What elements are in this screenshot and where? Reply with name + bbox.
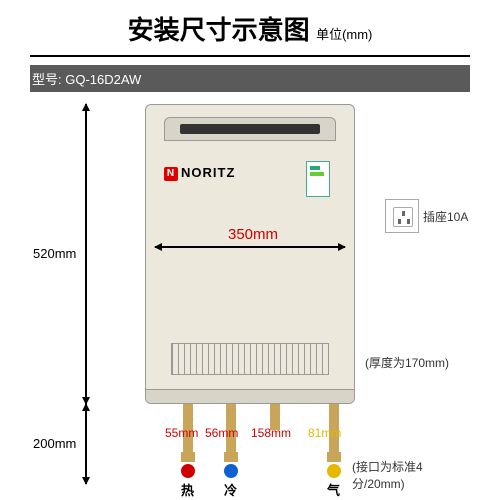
port-label-热: 热 [181, 480, 194, 499]
power-outlet-icon [385, 199, 419, 233]
port-circle-气 [327, 464, 341, 478]
brand-mark-icon: N [164, 167, 178, 181]
brand-text: NORITZ [181, 165, 235, 180]
dim-width-label: 350mm [228, 226, 278, 243]
spacing-label: 55mm [165, 426, 198, 440]
dim-clearance-label: 200mm [33, 436, 76, 451]
port-note: (接口为标准4分/20mm) [352, 458, 470, 492]
spacing-label: 81mm [308, 426, 341, 440]
dim-height-label: 520mm [33, 246, 76, 261]
dim-width [155, 246, 345, 248]
energy-label-icon [306, 161, 330, 197]
port-circle-热 [181, 464, 195, 478]
pipe-cap [224, 452, 238, 462]
port-label-冷: 冷 [224, 480, 237, 499]
spacing-label: 56mm [205, 426, 238, 440]
dim-height [85, 104, 87, 404]
depth-note: (厚度为170mm) [365, 354, 449, 371]
title-underline [30, 55, 470, 57]
spacing-label: 158mm [251, 426, 291, 440]
pipe-cap [327, 452, 341, 462]
model-bar: 型号: GQ-16D2AW [30, 65, 470, 92]
main-title: 安装尺寸示意图 [128, 15, 310, 45]
unit-label: 单位(mm) [316, 27, 372, 42]
port-circle-冷 [224, 464, 238, 478]
dim-clearance [85, 404, 87, 484]
port-label-气: 气 [327, 480, 340, 499]
outlet-label: 插座10A [423, 208, 468, 225]
brand-logo: NNORITZ [164, 165, 235, 181]
bottom-plate [146, 389, 354, 403]
pipe-cap [181, 452, 195, 462]
top-vent [164, 117, 336, 141]
diagram-area: 520mm 200mm NNORITZ 350mm 插座10A (厚度为170m… [30, 96, 470, 490]
air-grille [171, 343, 329, 375]
model-number: GQ-16D2AW [65, 72, 141, 87]
model-prefix: 型号: [32, 72, 65, 87]
heater-body: NNORITZ [145, 104, 355, 404]
